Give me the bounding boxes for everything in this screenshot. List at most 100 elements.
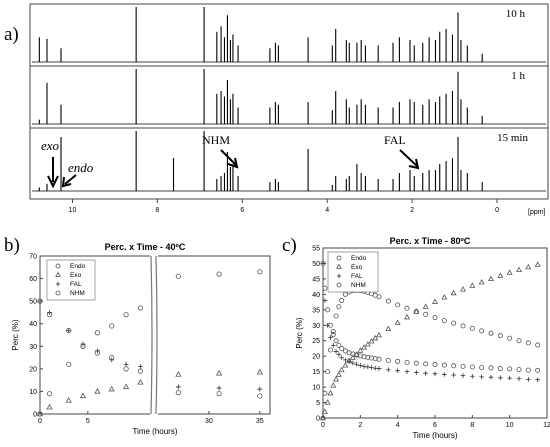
chart-c-point-fal bbox=[479, 374, 484, 380]
chart-c-point-exo bbox=[497, 272, 504, 278]
chart-c-point-nhm bbox=[507, 366, 513, 372]
chart-c-point-fal bbox=[333, 349, 339, 354]
chart-b-point-exo bbox=[175, 371, 182, 377]
chart-c-point-fal bbox=[404, 369, 410, 374]
chart-c-point-endo bbox=[441, 318, 447, 324]
chart-c-legend-marker-nhm bbox=[336, 282, 342, 288]
axis-break-line-left bbox=[150, 255, 153, 415]
chart-b-series-exo bbox=[36, 368, 263, 417]
chart-b-y-tick-label: 0 bbox=[33, 412, 37, 419]
chart-b-legend-label-exo: Exo bbox=[70, 272, 82, 279]
chart-b-point-exo bbox=[79, 392, 87, 399]
chart-c-x-tick-label: 2 bbox=[358, 422, 362, 429]
chart-c-point-nhm bbox=[322, 285, 328, 291]
chart-b-point-nhm bbox=[80, 343, 86, 349]
chart-c-y-tick-label: 55 bbox=[312, 246, 320, 253]
chart-c-point-fal bbox=[460, 373, 466, 378]
chart-b-point-endo bbox=[257, 269, 263, 275]
chart-c-point-exo bbox=[441, 294, 448, 300]
chart-b-point-exo bbox=[137, 378, 144, 385]
chart-c-point-nhm bbox=[336, 342, 342, 348]
chart-c-point-nhm bbox=[497, 366, 503, 372]
chart-c-point-endo bbox=[432, 315, 438, 321]
chart-b-point-endo bbox=[109, 323, 115, 329]
chart-c-point-fal bbox=[361, 364, 367, 369]
chart-c-y-tick-label: 35 bbox=[312, 307, 320, 314]
chart-b-point-exo bbox=[122, 383, 130, 390]
chart-c-point-fal bbox=[365, 364, 371, 370]
chart-c-x-tick-label: 4 bbox=[396, 422, 400, 429]
chart-c-y-tick-label: 25 bbox=[312, 338, 320, 345]
chart-c-point-fal bbox=[330, 343, 336, 348]
chart-c-point-nhm bbox=[441, 362, 447, 368]
chart-c-point-endo bbox=[325, 369, 331, 375]
chart-b-point-endo bbox=[66, 361, 72, 367]
nmr-spectra-panel: 10 8 6 4 2 0 10 h 1 h 15 min [ppm] exo endo N… bbox=[29, 3, 549, 216]
chart-c-point-fal bbox=[350, 360, 356, 366]
chart-b-point-nhm bbox=[137, 368, 144, 374]
chart-c-point-fal bbox=[470, 373, 475, 379]
chart-b-point-endo bbox=[94, 330, 100, 336]
chart-c-point-nhm bbox=[325, 307, 331, 313]
chart-c-point-fal bbox=[354, 361, 359, 367]
chart-c-point-exo bbox=[450, 289, 457, 296]
chart-b-point-endo bbox=[216, 271, 222, 277]
arrow-fal bbox=[399, 149, 418, 167]
chart-c-point-exo bbox=[333, 376, 340, 382]
chart-b-y-tick-label: 70 bbox=[29, 254, 37, 261]
chart-c-point-exo bbox=[368, 337, 375, 344]
chart-c-point-exo bbox=[338, 366, 345, 373]
chart-b-point-nhm bbox=[66, 327, 72, 334]
chart-c-point-nhm bbox=[413, 360, 419, 366]
chart-b-point-exo bbox=[46, 403, 53, 410]
chart-c-point-fal bbox=[376, 366, 382, 371]
chart-c-point-endo bbox=[336, 304, 342, 310]
chart-c-point-fal bbox=[488, 374, 494, 380]
chart-b-point-nhm bbox=[175, 389, 181, 396]
chart-c-y-tick-label: 10 bbox=[312, 385, 320, 392]
chart-c-point-nhm bbox=[432, 362, 438, 368]
chart-c-point-nhm bbox=[479, 365, 485, 371]
chart-c-point-nhm bbox=[404, 359, 410, 365]
chart-c-point-endo bbox=[376, 294, 382, 300]
panel-label-a: a) bbox=[4, 24, 19, 45]
trace-label-15min: 15 min bbox=[497, 132, 528, 144]
chart-c-point-exo bbox=[460, 286, 466, 292]
chart-b-x-tick-label: 30 bbox=[205, 418, 213, 425]
chart-c-series-exo bbox=[320, 261, 541, 421]
chart-b-point-exo bbox=[65, 396, 72, 403]
arrow-endo-head bbox=[61, 176, 72, 188]
chart-c-series-nhm bbox=[320, 260, 541, 373]
chart-c-point-endo bbox=[507, 335, 513, 341]
chart-c-y-tick-label: 50 bbox=[312, 261, 320, 268]
chart-b-point-fal bbox=[66, 328, 72, 333]
trace-label-1h: 1 h bbox=[511, 70, 525, 82]
chart-c-point-exo bbox=[422, 303, 429, 309]
chart-c-point-exo bbox=[534, 261, 541, 267]
chart-b-point-fal bbox=[216, 385, 222, 391]
nmr-trace-2 bbox=[32, 69, 546, 125]
chart-c-point-fal bbox=[386, 367, 391, 373]
chart-b-point-endo bbox=[175, 273, 181, 279]
chart-b-point-fal bbox=[175, 384, 181, 390]
chart-b-legend-marker-nhm bbox=[55, 290, 61, 296]
chart-b-point-nhm bbox=[109, 354, 115, 361]
chart-c-point-exo bbox=[361, 344, 368, 350]
chart-80c: 0 5 10 15 20 25 30 35 40 45 50 55 0 2 4 6 8 10 12 Endo Exo F… bbox=[295, 246, 550, 441]
chart-b-point-exo bbox=[94, 387, 101, 394]
chart-b-y-tick-label: 20 bbox=[29, 366, 37, 373]
nmr-x-tick-label: 0 bbox=[495, 207, 499, 214]
chart-c-point-fal bbox=[507, 375, 512, 381]
chart-c-point-nhm bbox=[385, 358, 391, 364]
chart-b-legend-marker-exo bbox=[55, 271, 61, 277]
chart-c-x-tick-label: 10 bbox=[506, 422, 514, 429]
chart-b-series-fal bbox=[37, 298, 263, 392]
chart-40c: 0 10 20 30 40 50 60 70 0 5 30 35 Endo Exo FAL NHM Time… bbox=[11, 254, 271, 436]
chart-c-x-tick-label: 12 bbox=[543, 422, 550, 429]
chart-c-point-exo bbox=[364, 341, 371, 347]
chart-c-point-exo bbox=[327, 389, 334, 396]
chart-c-point-endo bbox=[339, 298, 345, 304]
chart-b-y-tick-label: 60 bbox=[29, 276, 37, 283]
chart-c-point-exo bbox=[404, 313, 410, 320]
chart-b-y-tick-label: 30 bbox=[29, 344, 37, 351]
